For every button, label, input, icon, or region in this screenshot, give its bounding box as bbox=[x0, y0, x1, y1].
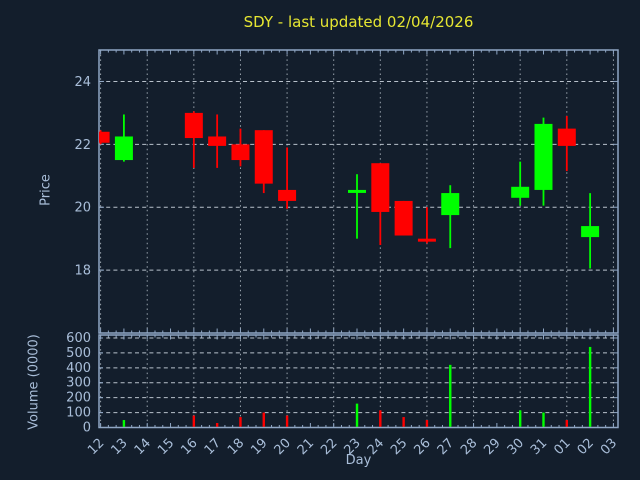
x-tick-label: 20 bbox=[272, 436, 294, 458]
price-tick-label: 18 bbox=[74, 264, 91, 279]
volume-bar bbox=[355, 403, 359, 427]
price-tick-label: 22 bbox=[74, 138, 91, 153]
x-tick-label: 13 bbox=[108, 436, 130, 458]
volume-tick-label: 100 bbox=[66, 406, 91, 421]
candle-body bbox=[394, 200, 413, 236]
x-tick-label: 25 bbox=[388, 436, 410, 458]
x-tick-label: 26 bbox=[411, 436, 433, 458]
x-tick-label: 14 bbox=[132, 436, 154, 458]
volume-plot-border bbox=[98, 334, 619, 429]
volume-bar bbox=[122, 420, 126, 427]
volume-bar bbox=[262, 412, 265, 427]
volume-bar bbox=[588, 346, 592, 427]
x-tick-label: 02 bbox=[575, 436, 597, 458]
x-tick-label: 29 bbox=[481, 436, 503, 458]
volume-bar bbox=[379, 410, 382, 427]
x-tick-label: 24 bbox=[365, 436, 387, 458]
candle-body bbox=[231, 144, 250, 161]
candle-body bbox=[511, 186, 530, 198]
candle-body bbox=[348, 189, 367, 193]
candle-body bbox=[99, 131, 110, 143]
volume-tick-label: 600 bbox=[66, 331, 91, 346]
candle-body bbox=[184, 112, 203, 139]
x-tick-label: 01 bbox=[551, 436, 573, 458]
price-tick-label: 20 bbox=[74, 201, 91, 216]
candle-body bbox=[254, 130, 273, 184]
x-tick-label: 21 bbox=[295, 436, 317, 458]
volume-bar bbox=[239, 417, 242, 427]
candle-body bbox=[441, 193, 460, 216]
volume-tick-label: 400 bbox=[66, 361, 91, 376]
volume-bar bbox=[449, 364, 452, 427]
volume-bar bbox=[285, 415, 289, 427]
volume-bar bbox=[425, 420, 429, 427]
volume-tick-label: 200 bbox=[66, 391, 91, 406]
volume-bar bbox=[542, 412, 545, 427]
candle-body bbox=[114, 136, 133, 161]
x-tick-label: 28 bbox=[458, 436, 480, 458]
x-tick-label: 17 bbox=[202, 436, 224, 458]
candle-body bbox=[208, 136, 227, 146]
candle-body bbox=[557, 128, 576, 146]
x-tick-label: 19 bbox=[248, 436, 270, 458]
x-tick-label: 31 bbox=[528, 436, 550, 458]
x-tick-label: 15 bbox=[155, 436, 177, 458]
x-tick-label: 18 bbox=[225, 436, 247, 458]
x-tick-label: 16 bbox=[178, 436, 200, 458]
x-tick-label: 03 bbox=[598, 436, 620, 458]
x-tick-label: 23 bbox=[342, 436, 364, 458]
x-tick-label: 12 bbox=[85, 436, 107, 458]
chart-title: SDY - last updated 02/04/2026 bbox=[243, 13, 474, 31]
candle-body bbox=[371, 163, 390, 212]
volume-bar bbox=[192, 415, 196, 427]
x-tick-label: 22 bbox=[318, 436, 340, 458]
candle-body bbox=[534, 123, 553, 190]
x-axis-label: Day bbox=[345, 453, 372, 468]
price-plot-border bbox=[98, 49, 619, 334]
price-tick-label: 24 bbox=[74, 75, 91, 90]
candle-body bbox=[278, 189, 297, 201]
volume-tick-label: 500 bbox=[66, 346, 91, 361]
volume-bar bbox=[518, 410, 522, 427]
volume-bar bbox=[402, 417, 405, 427]
volume-tick-label: 0 bbox=[83, 421, 91, 436]
candles-group bbox=[99, 111, 600, 269]
volume-bar bbox=[215, 423, 219, 427]
volume-bar bbox=[565, 420, 568, 427]
candle-body bbox=[417, 238, 436, 242]
volume-tick-label: 300 bbox=[66, 376, 91, 391]
candle-body bbox=[581, 226, 600, 238]
x-tick-label: 30 bbox=[505, 436, 527, 458]
x-tick-label: 27 bbox=[435, 436, 457, 458]
